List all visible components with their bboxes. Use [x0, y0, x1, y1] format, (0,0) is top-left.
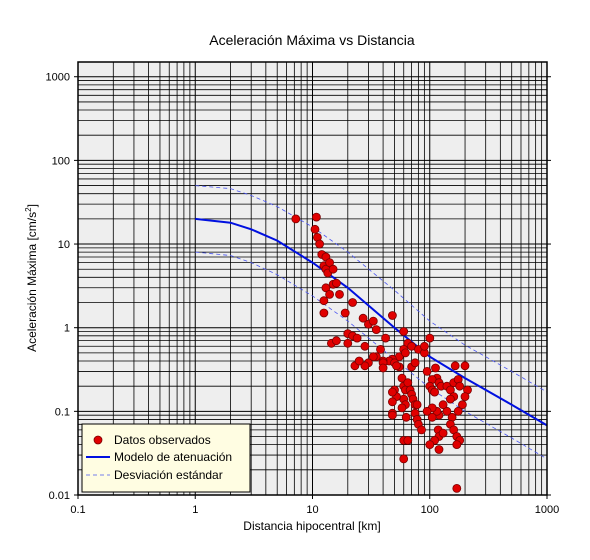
- observed-data-point: [310, 224, 320, 234]
- observed-data-point: [397, 373, 407, 383]
- observed-data-point: [358, 313, 368, 323]
- observed-data-point: [343, 338, 353, 348]
- observed-data-point: [376, 344, 385, 354]
- observed-data-point: [392, 361, 401, 371]
- observed-data-point: [425, 440, 435, 450]
- observed-data-point: [381, 333, 391, 343]
- y-axis-label-superscript: 2: [24, 207, 33, 212]
- observed-data-point: [387, 387, 397, 397]
- observed-data-point: [434, 445, 444, 454]
- observed-data-point: [438, 400, 448, 410]
- observed-data-point: [412, 400, 422, 410]
- stddev-curve: [195, 251, 548, 460]
- observed-data-point: [331, 336, 341, 346]
- x-axis-label: Distancia hipocentral [km]: [243, 519, 380, 533]
- observed-data-point: [368, 352, 378, 362]
- observed-data-point: [445, 394, 455, 404]
- y-tick-label: 10: [58, 239, 70, 251]
- legend-label-observed: Datos observados: [114, 433, 211, 447]
- attenuation-model-curve: [195, 217, 548, 427]
- observed-data-point: [387, 410, 397, 420]
- observed-data-point: [387, 397, 397, 407]
- observed-data-point: [311, 212, 321, 222]
- y-axis-label: Aceleración Máxima [cm/s2]: [24, 204, 39, 352]
- observed-data-point: [417, 425, 426, 435]
- observed-data-point: [422, 406, 432, 416]
- observed-data-point: [400, 348, 410, 358]
- observed-data-point: [427, 412, 437, 422]
- observed-data-point: [410, 358, 420, 368]
- observed-data-point: [399, 327, 409, 336]
- x-tick-label: 100: [421, 504, 439, 516]
- observed-data-point: [430, 387, 440, 397]
- y-tick-label: 0.01: [49, 490, 70, 502]
- x-tick-label: 1000: [535, 504, 559, 516]
- y-axis-label-main: Aceleración Máxima [cm/s: [25, 212, 39, 352]
- observed-data-point: [453, 406, 463, 416]
- observed-data-point: [397, 403, 407, 413]
- observed-data-point: [291, 214, 301, 224]
- observed-data-point: [360, 361, 370, 371]
- observed-data-point: [422, 366, 432, 376]
- y-axis-label-end: ]: [25, 204, 39, 207]
- observed-data-point: [378, 363, 388, 373]
- x-tick-label: 10: [306, 504, 318, 516]
- observed-data-point: [340, 308, 350, 318]
- observed-data-point: [321, 283, 331, 293]
- legend-label-stddev: Desviación estándar: [114, 468, 223, 482]
- observed-data-point: [403, 435, 413, 445]
- observed-data-point: [401, 412, 411, 422]
- observed-data-point: [331, 278, 341, 288]
- x-tick-label: 1: [192, 504, 198, 516]
- observed-data-point: [348, 298, 358, 307]
- observed-data-point: [368, 316, 378, 326]
- observed-data-point: [335, 289, 344, 299]
- observed-data-point: [460, 392, 470, 402]
- y-tick-label: 0.1: [55, 406, 70, 418]
- observed-data-point: [452, 440, 462, 450]
- observed-data-point: [371, 325, 381, 335]
- observed-data-point: [328, 264, 338, 274]
- legend-point-marker: [93, 435, 103, 445]
- observed-data-point: [387, 311, 397, 320]
- observed-data-point: [455, 381, 465, 391]
- observed-data-point: [450, 361, 460, 371]
- observed-data-point: [438, 428, 448, 438]
- legend-label-model: Modelo de atenuación: [114, 450, 232, 464]
- observed-data-point: [452, 483, 462, 493]
- observed-data-point: [360, 341, 370, 351]
- chart-title: Aceleración Máxima vs Distancia: [209, 32, 415, 48]
- observed-data-point: [399, 454, 409, 464]
- observed-data-point: [325, 289, 335, 299]
- observed-data-point: [403, 378, 413, 388]
- observed-data-point: [431, 363, 440, 373]
- observed-data-point: [442, 406, 452, 416]
- x-tick-label: 0.1: [70, 504, 85, 516]
- observed-data-point: [315, 239, 325, 249]
- series-layer: [195, 185, 548, 493]
- observed-data-point: [352, 333, 362, 343]
- observed-data-point: [319, 308, 329, 318]
- observed-data-point: [319, 296, 329, 306]
- stddev-curve: [195, 185, 548, 393]
- observed-data-point: [425, 333, 435, 343]
- y-tick-label: 1: [64, 323, 70, 335]
- observed-data-point: [460, 361, 470, 371]
- y-tick-label: 100: [52, 155, 70, 167]
- y-tick-label: 1000: [46, 72, 70, 84]
- observed-data-point: [457, 400, 467, 410]
- observed-data-point: [354, 356, 364, 366]
- legend: Datos observados Modelo de atenuación De…: [81, 423, 251, 493]
- observed-data-point: [419, 341, 429, 351]
